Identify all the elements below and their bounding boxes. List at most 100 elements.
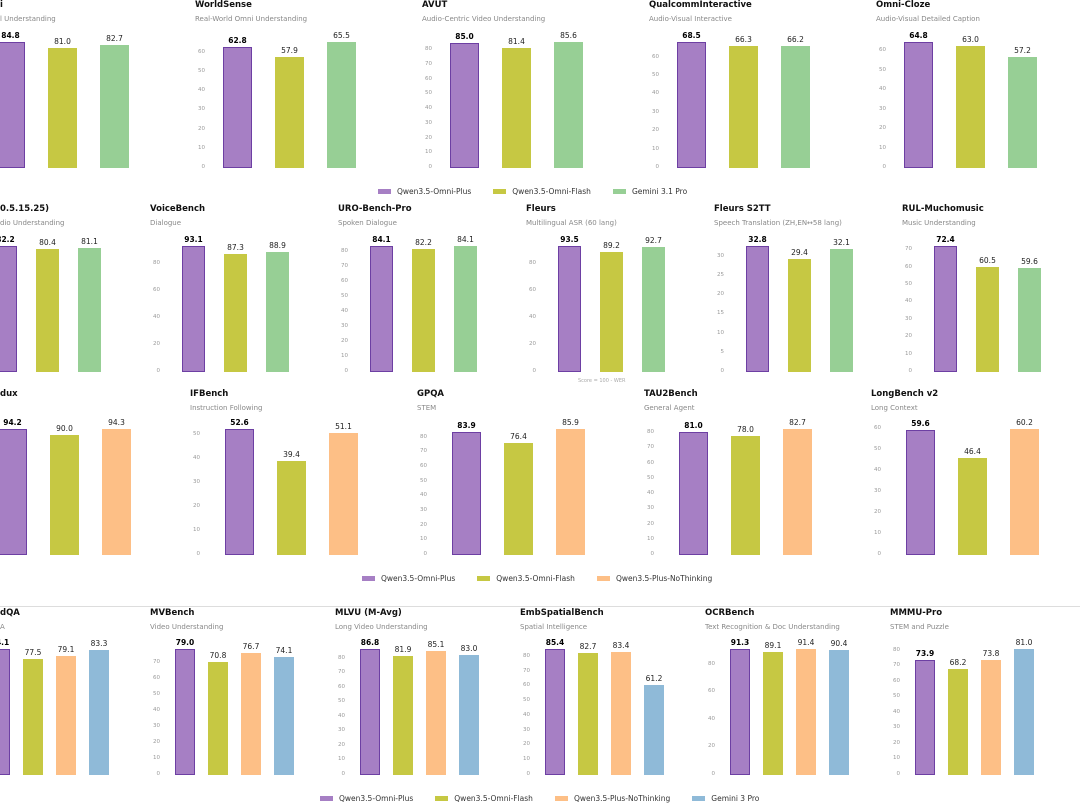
chart-subtitle: Spoken Dialogue bbox=[338, 219, 397, 227]
y-tick-label: 50 bbox=[647, 474, 654, 481]
y-tick-label: 0 bbox=[156, 771, 161, 777]
legend-swatch bbox=[612, 189, 626, 194]
y-tick-label: 70 bbox=[420, 448, 427, 455]
value-label: 91.4 bbox=[797, 638, 815, 647]
legend-label: Qwen3.5-Omni-Plus bbox=[339, 794, 414, 803]
y-tick-label: 0 bbox=[341, 771, 346, 777]
value-label: 90.4 bbox=[830, 639, 848, 649]
bar-qwen3-5-omni-plus bbox=[677, 42, 706, 168]
y-tick-label: 70 bbox=[523, 667, 530, 674]
chart-title: Fleurs S2TT bbox=[714, 204, 771, 214]
y-tick-label: 0 bbox=[196, 551, 201, 557]
value-label: 91.3 bbox=[730, 638, 750, 648]
legend-swatch bbox=[692, 796, 706, 801]
y-tick-label: 40 bbox=[652, 90, 659, 97]
y-tick-label: 40 bbox=[874, 467, 881, 474]
value-label: 90.0 bbox=[56, 423, 73, 433]
y-tick-label: 40 bbox=[338, 712, 345, 719]
value-label: 93.1 bbox=[184, 235, 203, 244]
value-label: 93.5 bbox=[560, 235, 579, 244]
y-tick-label: 30 bbox=[652, 108, 659, 115]
y-tick-label: 30 bbox=[193, 479, 200, 486]
y-tick-label: 20 bbox=[523, 741, 530, 748]
bar-gemini-3-1-pro bbox=[327, 42, 356, 168]
bar-qwen3-5-plus-nothinking bbox=[102, 429, 131, 555]
chart-subtitle: STEM bbox=[417, 404, 437, 412]
chart-title: VoiceBench bbox=[150, 204, 206, 214]
legend-swatch bbox=[362, 576, 375, 581]
legend-item: Qwen3.5-Omni-Flash bbox=[477, 574, 575, 583]
y-tick-label: 0 bbox=[882, 164, 887, 170]
y-tick-label: 0 bbox=[526, 771, 531, 777]
y-tick-label: 80 bbox=[708, 660, 715, 667]
bar-qwen3-5-omni-flash bbox=[208, 662, 228, 775]
bar-gemini-3-1-pro bbox=[781, 46, 810, 168]
chart-subtitle: Audio-Centric Video Understanding bbox=[422, 15, 546, 23]
bar-qwen3-5-plus-nothinking bbox=[556, 429, 585, 555]
y-tick-label: 30 bbox=[425, 119, 432, 126]
chart-note: Score = 100 - WER bbox=[578, 378, 626, 384]
chart-subtitle: A bbox=[0, 623, 5, 631]
y-tick-label: 60 bbox=[341, 278, 348, 285]
bar-gemini-3-pro bbox=[1014, 649, 1034, 775]
value-label: 80.4 bbox=[39, 237, 56, 247]
y-tick-label: 30 bbox=[905, 315, 912, 322]
y-tick-label: 30 bbox=[874, 488, 881, 495]
bar-gemini-3-1-pro bbox=[1018, 268, 1041, 372]
y-tick-label: 60 bbox=[198, 48, 205, 55]
bar-gemini-3-1-pro bbox=[454, 246, 477, 372]
bar-qwen3-5-omni-plus bbox=[0, 429, 27, 555]
bar-gemini-3-pro bbox=[274, 656, 294, 775]
value-label: 29.4 bbox=[791, 248, 808, 258]
value-label: 92.7 bbox=[645, 236, 662, 246]
legend-swatch bbox=[320, 796, 333, 801]
y-tick-label: 20 bbox=[717, 291, 724, 298]
value-label: 68.2 bbox=[949, 657, 967, 667]
bar-qwen3-5-omni-plus bbox=[545, 649, 565, 775]
chart-subtitle: Music Understanding bbox=[902, 219, 976, 227]
y-tick-label: 0 bbox=[423, 551, 428, 557]
row-separator bbox=[0, 606, 1080, 607]
legend-label: Qwen3.5-Plus-NoThinking bbox=[573, 794, 671, 803]
value-label: 46.4 bbox=[964, 446, 981, 456]
bar-qwen3-5-plus-nothinking bbox=[981, 660, 1001, 775]
y-tick-label: 50 bbox=[874, 446, 881, 453]
value-label: 85.1 bbox=[427, 640, 445, 650]
y-tick-label: 40 bbox=[529, 314, 536, 321]
legend-item: Qwen3.5-Omni-Flash bbox=[493, 187, 591, 196]
y-tick-label: 50 bbox=[905, 280, 912, 287]
legend-swatch bbox=[378, 189, 391, 194]
value-label: 81.0 bbox=[684, 420, 703, 430]
y-tick-label: 80 bbox=[338, 654, 345, 661]
y-tick-label: 50 bbox=[879, 66, 886, 73]
bar-qwen3-5-omni-plus bbox=[223, 47, 252, 168]
y-tick-label: 50 bbox=[420, 477, 427, 484]
y-tick-label: 0 bbox=[156, 368, 161, 374]
legend-swatch bbox=[596, 576, 610, 581]
y-tick-label: 40 bbox=[198, 87, 205, 94]
bar-qwen3-5-omni-flash bbox=[277, 460, 306, 555]
value-label: 57.9 bbox=[281, 45, 298, 55]
bar-qwen3-5-omni-plus bbox=[452, 431, 481, 555]
value-label: 73.9 bbox=[915, 649, 935, 659]
bar-qwen3-5-omni-plus bbox=[730, 649, 750, 775]
chart-subtitle: l Understanding bbox=[0, 15, 56, 23]
bar-qwen3-5-omni-flash bbox=[224, 253, 247, 372]
value-label: 60.5 bbox=[979, 255, 996, 265]
bar-qwen3-5-plus-nothinking bbox=[796, 649, 816, 775]
value-label: 81.0 bbox=[1015, 638, 1033, 647]
bar-qwen3-5-omni-flash bbox=[958, 457, 987, 555]
y-tick-label: 50 bbox=[523, 697, 530, 704]
chart-title: IFBench bbox=[190, 389, 229, 399]
y-tick-label: 60 bbox=[905, 263, 912, 270]
value-label: 82.2 bbox=[0, 235, 15, 244]
y-tick-label: 20 bbox=[341, 338, 348, 345]
bar-qwen3-5-plus-nothinking bbox=[241, 652, 261, 775]
chart-title: OCRBench bbox=[705, 608, 755, 618]
bar-qwen3-5-omni-flash bbox=[731, 436, 760, 555]
y-tick-label: 20 bbox=[425, 134, 432, 141]
y-tick-label: 30 bbox=[420, 506, 427, 513]
value-label: 84.1 bbox=[457, 235, 474, 244]
bar-qwen3-5-omni-flash bbox=[788, 259, 811, 372]
value-label: 83.4 bbox=[612, 640, 630, 650]
